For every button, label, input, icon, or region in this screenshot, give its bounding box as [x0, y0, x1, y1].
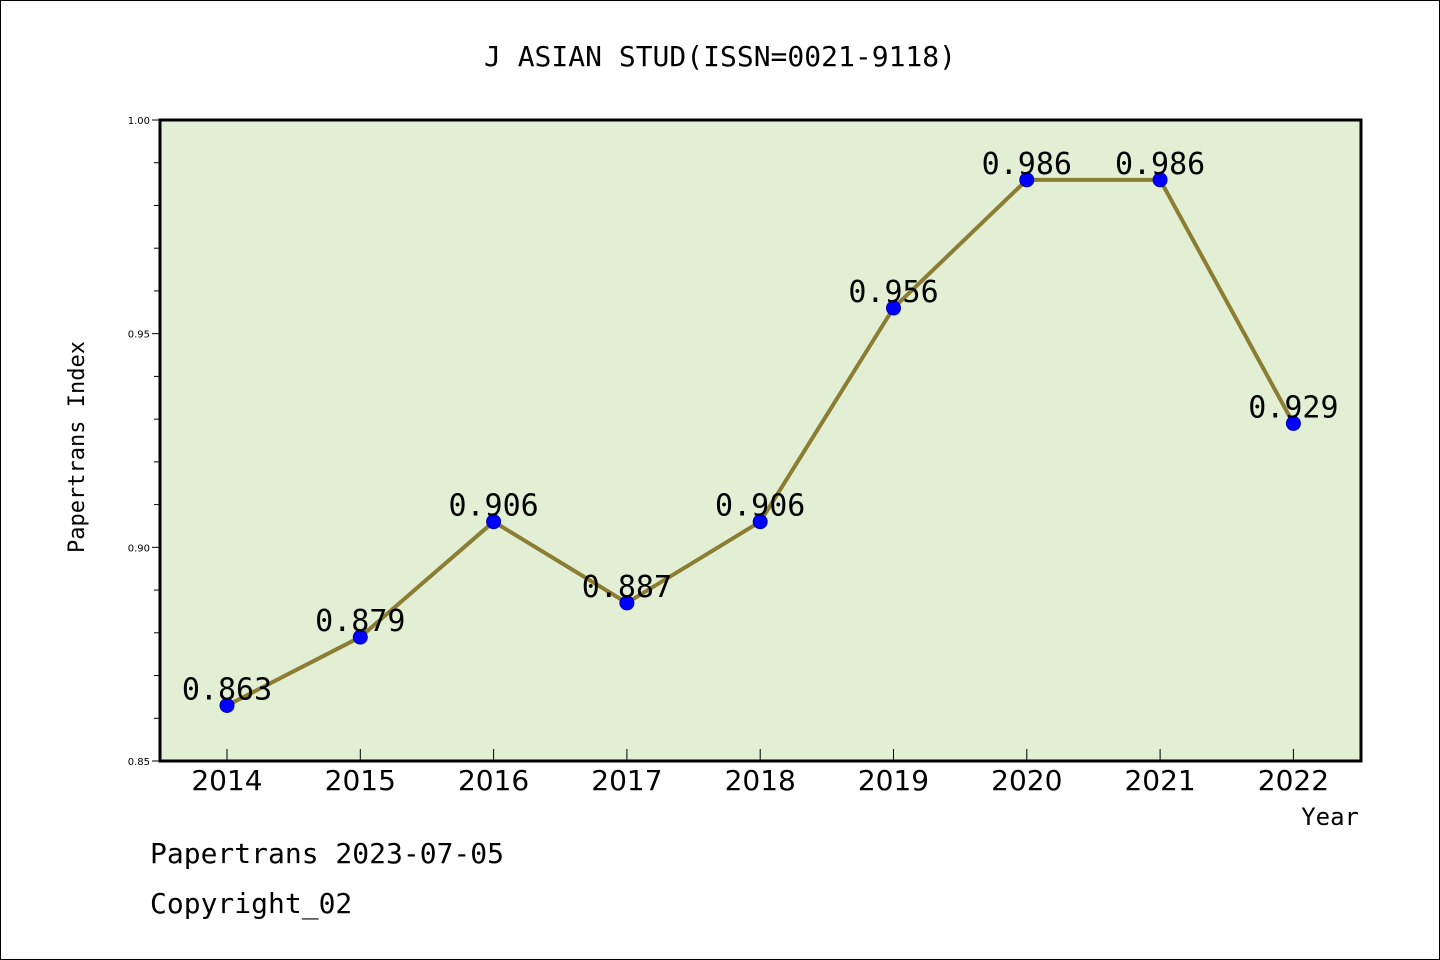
data-label: 0.929 [1248, 390, 1338, 425]
chart-title: J ASIAN STUD(ISSN=0021-9118) [484, 40, 956, 73]
x-tick-label: 2014 [191, 764, 262, 797]
data-point [486, 514, 502, 530]
x-tick-label: 2021 [1124, 764, 1195, 797]
y-axis-ticks: 0.85 0.90 0.95 1.00 [128, 116, 160, 768]
data-label: 0.879 [315, 604, 405, 639]
x-tick-label: 2015 [325, 764, 396, 797]
y-tick-label: 0.90 [128, 543, 150, 554]
y-tick-label: 0.85 [128, 757, 150, 768]
plot-area [158, 118, 1363, 763]
data-label: 0.986 [1115, 147, 1205, 182]
data-label: 0.906 [448, 489, 538, 524]
x-tick-label: 2017 [591, 764, 662, 797]
data-point [219, 697, 235, 713]
data-label: 0.956 [848, 275, 938, 310]
x-tick-label: 2019 [858, 764, 929, 797]
data-point [886, 300, 901, 316]
x-tick-label: 2018 [725, 764, 796, 797]
x-tick-label: 2022 [1258, 764, 1329, 797]
footer-stamp: Papertrans 2023-07-05 [150, 837, 504, 870]
x-axis-label: Year [1301, 803, 1359, 831]
data-point [352, 629, 368, 645]
x-axis-ticks: 2014 2015 2016 2017 2018 2019 2020 2021 2022 [191, 749, 1329, 797]
data-point [1285, 415, 1301, 431]
marker-group [219, 172, 1301, 713]
data-point [1152, 172, 1168, 188]
data-point [1019, 172, 1035, 188]
y-axis-label: Papertrans Index [65, 341, 90, 553]
data-point [619, 595, 635, 611]
y-tick-label: 0.95 [128, 330, 150, 341]
y-tick-label: 1.00 [128, 116, 150, 127]
data-label: 0.863 [182, 672, 272, 707]
footer-copyright: Copyright_02 [150, 887, 352, 921]
data-label-group: 0.863 0.879 0.906 0.887 0.906 0.956 0.986 0.986… [182, 147, 1339, 708]
data-point [752, 514, 768, 530]
data-label: 0.906 [715, 489, 805, 524]
data-label: 0.887 [582, 570, 672, 605]
x-tick-label: 2016 [458, 764, 529, 797]
data-label: 0.986 [982, 147, 1072, 182]
x-tick-label: 2020 [991, 764, 1062, 797]
